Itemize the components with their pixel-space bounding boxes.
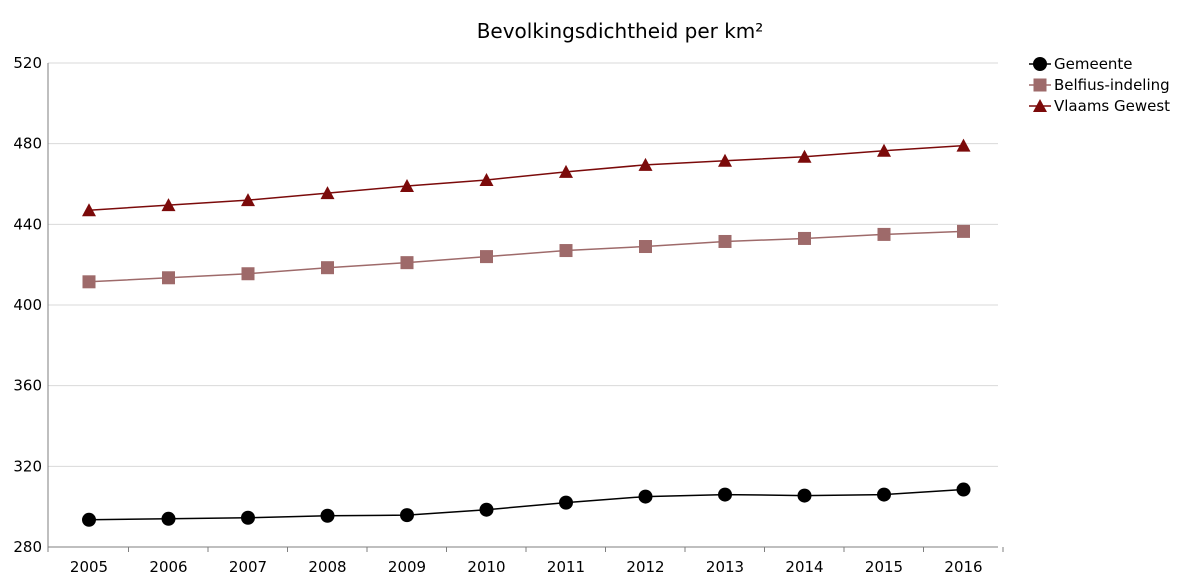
data-point-marker — [241, 267, 255, 281]
series-line — [88, 230, 964, 283]
x-tick-label: 2009 — [388, 558, 426, 576]
data-point-marker — [957, 224, 970, 238]
y-tick-label: 520 — [13, 54, 42, 72]
series-vlaams-gewest — [82, 138, 971, 217]
data-point-marker — [320, 186, 335, 200]
legend-marker — [1033, 78, 1047, 92]
data-point-marker — [82, 512, 96, 527]
x-tick-label: 2005 — [70, 558, 108, 576]
data-point-marker — [162, 271, 175, 285]
x-tick-label: 2012 — [626, 558, 664, 576]
data-point-marker — [400, 179, 414, 193]
data-point-marker — [638, 489, 653, 504]
data-point-marker — [877, 227, 891, 241]
data-point-marker — [798, 231, 811, 245]
data-point-marker — [559, 495, 573, 510]
y-tick-label: 400 — [13, 296, 42, 314]
data-point-marker — [639, 240, 652, 254]
data-point-marker — [797, 488, 812, 503]
data-point-marker — [321, 261, 334, 275]
data-point-marker — [480, 250, 493, 264]
legend-label: Gemeente — [1054, 55, 1133, 73]
series-belfius-indeling — [82, 224, 970, 289]
legend-item: Vlaams Gewest — [1029, 97, 1170, 115]
x-tick-label: 2014 — [785, 558, 823, 576]
data-point-marker — [320, 508, 335, 523]
x-tick-label: 2008 — [308, 558, 346, 576]
data-point-marker — [956, 138, 971, 152]
data-point-marker — [161, 511, 176, 526]
data-point-marker — [638, 157, 653, 171]
data-point-marker — [718, 487, 732, 502]
series-line — [88, 488, 964, 521]
series-gemeente — [82, 482, 971, 527]
data-point-marker — [718, 234, 732, 248]
x-tick-label: 2007 — [229, 558, 267, 576]
x-tick-label: 2015 — [865, 558, 903, 576]
data-point-marker — [82, 275, 96, 289]
data-point-marker — [400, 256, 414, 270]
legend-item: Gemeente — [1029, 55, 1133, 73]
data-point-marker — [877, 143, 891, 157]
chart-title: Bevolkingsdichtheid per km² — [477, 19, 764, 43]
series-line — [88, 144, 964, 211]
legend-item: Belfius-indeling — [1029, 76, 1170, 94]
x-tick-label: 2006 — [149, 558, 187, 576]
x-tick-label: 2010 — [467, 558, 505, 576]
legend-marker — [1033, 57, 1047, 71]
axes: 280 320 360 400 440 480 520 2005 2006 2007 2008 200… — [13, 54, 1004, 576]
data-point-marker — [559, 164, 573, 178]
x-tick-label: 2011 — [547, 558, 585, 576]
data-point-marker — [479, 172, 494, 186]
y-tick-label: 320 — [13, 457, 42, 475]
legend-label: Vlaams Gewest — [1054, 97, 1170, 115]
data-point-marker — [877, 487, 891, 502]
data-point-marker — [956, 482, 971, 497]
y-tick-label: 360 — [13, 377, 42, 395]
y-tick-label: 480 — [13, 135, 42, 153]
data-point-marker — [718, 153, 732, 167]
series-lines — [82, 138, 971, 527]
gridlines — [48, 62, 998, 467]
x-tick-label: 2016 — [944, 558, 982, 576]
y-tick-label: 280 — [13, 538, 42, 556]
data-point-marker — [559, 244, 573, 258]
x-tick-label: 2013 — [706, 558, 744, 576]
data-point-marker — [797, 149, 812, 163]
legend-label: Belfius-indeling — [1054, 76, 1170, 94]
data-point-marker — [479, 502, 494, 517]
legend-marker — [1033, 99, 1047, 112]
y-tick-label: 440 — [13, 215, 42, 233]
data-point-marker — [241, 510, 255, 525]
legend: Gemeente Belfius-indeling Vlaams Gewest — [1029, 55, 1170, 115]
data-point-marker — [400, 508, 414, 523]
data-point-marker — [241, 193, 255, 207]
data-point-marker — [161, 198, 176, 212]
data-point-marker — [82, 203, 96, 217]
